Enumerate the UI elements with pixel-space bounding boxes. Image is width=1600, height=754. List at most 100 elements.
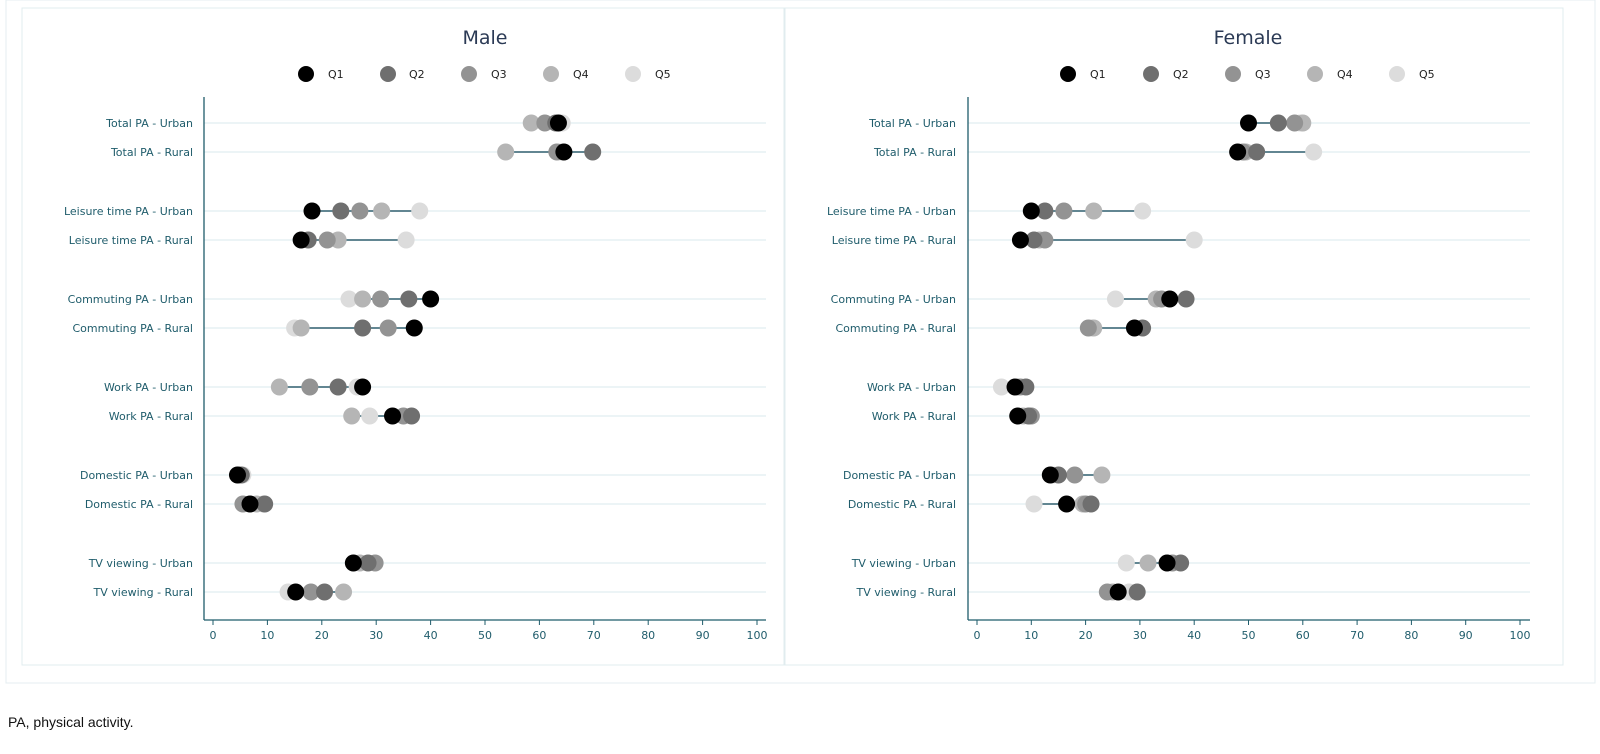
data-point-q4	[1093, 466, 1111, 484]
x-tick-label: 10	[260, 629, 274, 642]
data-point-q1	[1011, 231, 1029, 249]
data-point-q4	[1139, 554, 1157, 572]
category-label: Total PA - Rural	[110, 146, 193, 159]
x-tick-label: 0	[210, 629, 217, 642]
legend-marker-q1	[1060, 66, 1076, 82]
data-point-q1	[405, 319, 423, 337]
data-point-q3	[351, 202, 369, 220]
x-tick-label: 50	[1242, 629, 1256, 642]
legend-marker-q4	[1307, 66, 1323, 82]
data-point-q5	[992, 378, 1010, 396]
category-label: Commuting PA - Rural	[73, 322, 194, 335]
data-point-q2	[329, 378, 347, 396]
data-point-q2	[1036, 202, 1054, 220]
data-point-q5	[411, 202, 429, 220]
data-point-q1	[287, 583, 305, 601]
legend-label-q3: Q3	[1255, 68, 1271, 81]
legend-marker-q5	[625, 66, 641, 82]
data-point-q3	[318, 231, 336, 249]
figure-caption: PA, physical activity.	[8, 714, 134, 730]
x-tick-label: 40	[1187, 629, 1201, 642]
category-label: TV viewing - Rural	[856, 586, 956, 599]
x-tick-label: 20	[315, 629, 329, 642]
x-tick-label: 40	[424, 629, 438, 642]
data-point-q1	[292, 231, 310, 249]
data-point-q5	[1185, 231, 1203, 249]
category-label: Commuting PA - Urban	[831, 293, 956, 306]
data-point-q1	[555, 143, 573, 161]
data-point-q4	[497, 143, 515, 161]
data-point-q5	[1305, 143, 1323, 161]
data-point-q1	[1058, 495, 1076, 513]
category-label: Commuting PA - Rural	[836, 322, 957, 335]
panel-female-title: Female	[1214, 27, 1283, 49]
data-point-q2	[1082, 495, 1100, 513]
x-tick-label: 60	[532, 629, 546, 642]
data-point-q1	[1022, 202, 1040, 220]
data-point-q5	[1134, 202, 1152, 220]
data-point-q1	[1125, 319, 1143, 337]
data-point-q1	[1158, 554, 1176, 572]
data-point-q3	[1066, 466, 1084, 484]
panel-male-legend: Q1 Q2 Q3 Q4 Q5	[298, 66, 671, 82]
data-point-q2	[1172, 554, 1190, 572]
x-tick-label: 80	[641, 629, 655, 642]
data-point-q2	[316, 583, 334, 601]
legend-label-q4: Q4	[573, 68, 589, 81]
legend-label-q4: Q4	[1337, 68, 1353, 81]
data-point-q2	[256, 495, 274, 513]
category-label: TV viewing - Rural	[93, 586, 193, 599]
data-point-q1	[354, 378, 372, 396]
legend-label-q5: Q5	[1419, 68, 1435, 81]
data-point-q1	[549, 114, 567, 132]
x-tick-label: 80	[1404, 629, 1418, 642]
data-point-q4	[292, 319, 310, 337]
legend-label-q1: Q1	[328, 68, 344, 81]
data-point-q3	[301, 378, 319, 396]
data-point-q2	[332, 202, 350, 220]
data-point-q5	[361, 407, 379, 425]
legend-marker-q2	[1143, 66, 1159, 82]
category-label: Work PA - Rural	[872, 410, 956, 423]
data-point-q5	[1106, 290, 1124, 308]
category-label: Work PA - Rural	[109, 410, 193, 423]
category-label: Leisure time PA - Rural	[69, 234, 193, 247]
data-point-q1	[228, 466, 246, 484]
data-point-q3	[1079, 319, 1097, 337]
panel-male-frame	[21, 7, 785, 666]
panel-male-title: Male	[462, 27, 507, 49]
category-label: Domestic PA - Rural	[85, 498, 193, 511]
x-tick-label: 30	[1133, 629, 1147, 642]
data-point-q2	[1177, 290, 1195, 308]
x-tick-label: 50	[478, 629, 492, 642]
x-tick-label: 30	[369, 629, 383, 642]
data-point-q4	[343, 407, 361, 425]
panel-male-plot: Total PA - Urban Total PA - Rural Leisure …	[64, 97, 768, 642]
legend-label-q3: Q3	[491, 68, 507, 81]
category-label: Leisure time PA - Urban	[64, 205, 193, 218]
data-point-q1	[1229, 143, 1247, 161]
data-point-q2	[1025, 231, 1043, 249]
data-point-q2	[1128, 583, 1146, 601]
category-label: Domestic PA - Rural	[848, 498, 956, 511]
legend-marker-q4	[543, 66, 559, 82]
data-point-q1	[1009, 407, 1027, 425]
x-tick-label: 70	[587, 629, 601, 642]
x-tick-label: 100	[747, 629, 768, 642]
panel-female-frame	[784, 7, 1564, 666]
category-label: Domestic PA - Urban	[80, 469, 193, 482]
category-label: Leisure time PA - Urban	[827, 205, 956, 218]
category-label: Leisure time PA - Rural	[832, 234, 956, 247]
data-point-q3	[372, 290, 390, 308]
x-tick-label: 90	[696, 629, 710, 642]
figure: Male Q1 Q2 Q3 Q4 Q5 Total PA - UrbanTota…	[5, 0, 1596, 684]
data-point-q4	[335, 583, 353, 601]
panel-female-legend: Q1 Q2 Q3 Q4 Q5	[1060, 66, 1435, 82]
x-tick-label: 90	[1459, 629, 1473, 642]
panel-female: Female Q1 Q2 Q3 Q4 Q5 Total PA - UrbanTo…	[784, 7, 1564, 666]
data-point-q3	[1286, 114, 1304, 132]
category-label: Domestic PA - Urban	[843, 469, 956, 482]
data-point-q3	[1055, 202, 1073, 220]
data-point-q3	[379, 319, 397, 337]
data-point-q1	[1006, 378, 1024, 396]
